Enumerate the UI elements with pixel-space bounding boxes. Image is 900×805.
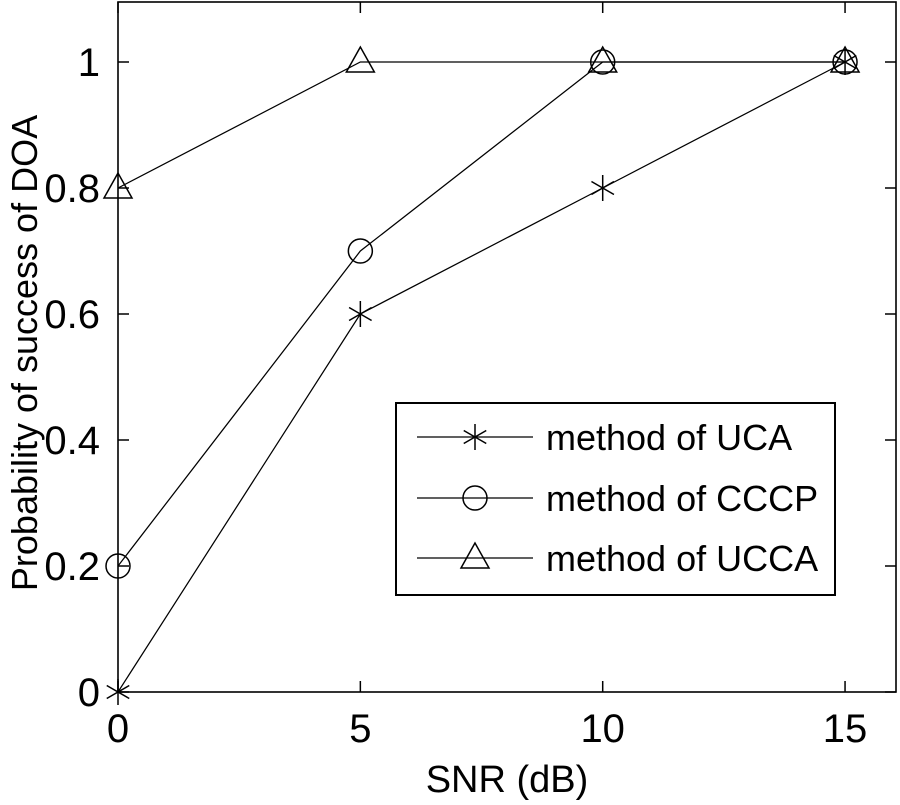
legend-item: method of UCA xyxy=(417,417,792,458)
plot-border xyxy=(117,1,897,693)
series-line xyxy=(117,61,846,189)
x-tick-label: 5 xyxy=(349,707,371,751)
asterisk-marker xyxy=(348,301,372,327)
legend-asterisk-marker xyxy=(463,424,487,450)
legend-triangle-marker xyxy=(459,541,491,569)
legend-box xyxy=(395,402,836,596)
asterisk-stroke xyxy=(463,429,487,445)
asterisk-marker xyxy=(591,175,615,201)
legend-item-label: method of UCCA xyxy=(546,538,818,579)
triangle-marker xyxy=(587,45,618,73)
y-tick-label: 0.8 xyxy=(44,167,100,211)
asterisk-stroke xyxy=(348,306,372,322)
y-tick-label: 0 xyxy=(78,671,100,715)
legend: method of UCA method of CCCP method of UCC… xyxy=(395,402,836,596)
x-tick-label: 0 xyxy=(107,707,129,751)
legend-item-label: method of UCA xyxy=(546,417,792,458)
series-method-of-uca xyxy=(106,49,857,705)
circle-marker xyxy=(347,238,374,264)
legend-circle-marker xyxy=(462,485,488,511)
y-tick-label: 0.4 xyxy=(44,419,100,463)
triangle-marker xyxy=(102,171,134,199)
x-axis-label: SNR (dB) xyxy=(426,759,589,800)
asterisk-marker xyxy=(106,679,130,705)
x-tick-label: 10 xyxy=(580,707,625,751)
triangle-marker xyxy=(345,45,376,73)
x-tick-label: 15 xyxy=(823,707,868,751)
y-tick-label: 0.6 xyxy=(44,293,100,337)
asterisk-stroke xyxy=(833,54,857,70)
axis-ticks xyxy=(117,2,896,693)
axis-tick-labels: 0 5 10 15 0 0.2 0.4 0.6 0.8 1 xyxy=(44,41,867,751)
legend-item: method of UCCA xyxy=(417,538,818,579)
y-tick-label: 1 xyxy=(78,41,100,85)
series-line xyxy=(117,61,846,693)
asterisk-stroke xyxy=(591,180,615,196)
circle-marker xyxy=(105,553,131,579)
series-group xyxy=(102,45,861,705)
legend-item: method of CCCP xyxy=(417,478,818,519)
y-tick-label: 0.2 xyxy=(44,545,100,589)
legend-item-label: method of CCCP xyxy=(546,478,818,519)
series-method-of-ucca xyxy=(102,45,861,199)
asterisk-stroke xyxy=(106,684,130,700)
triangle-marker xyxy=(829,45,861,73)
y-axis-label: Probability of success of DOA xyxy=(4,115,45,591)
